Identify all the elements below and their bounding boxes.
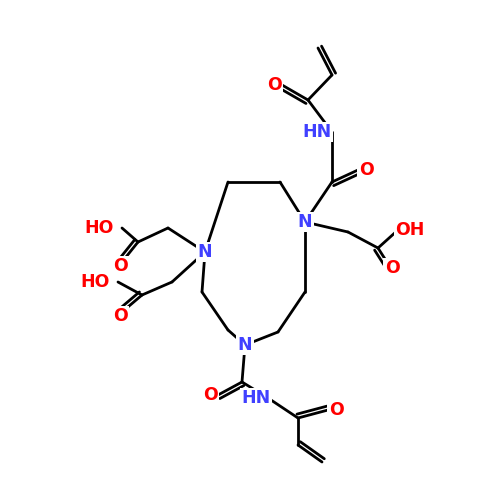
Text: O: O	[384, 259, 400, 277]
Text: O: O	[328, 401, 344, 419]
Text: O: O	[202, 386, 218, 404]
Text: O: O	[266, 76, 281, 94]
Text: N: N	[198, 243, 212, 261]
Text: N: N	[238, 336, 252, 354]
Text: O: O	[358, 161, 374, 179]
Text: HO: HO	[84, 219, 114, 237]
Text: HO: HO	[80, 273, 110, 291]
Text: HN: HN	[303, 123, 332, 141]
Text: HN: HN	[242, 389, 270, 407]
Text: O: O	[112, 307, 128, 325]
Text: O: O	[112, 257, 128, 275]
Text: OH: OH	[396, 221, 424, 239]
Text: N: N	[298, 213, 312, 231]
